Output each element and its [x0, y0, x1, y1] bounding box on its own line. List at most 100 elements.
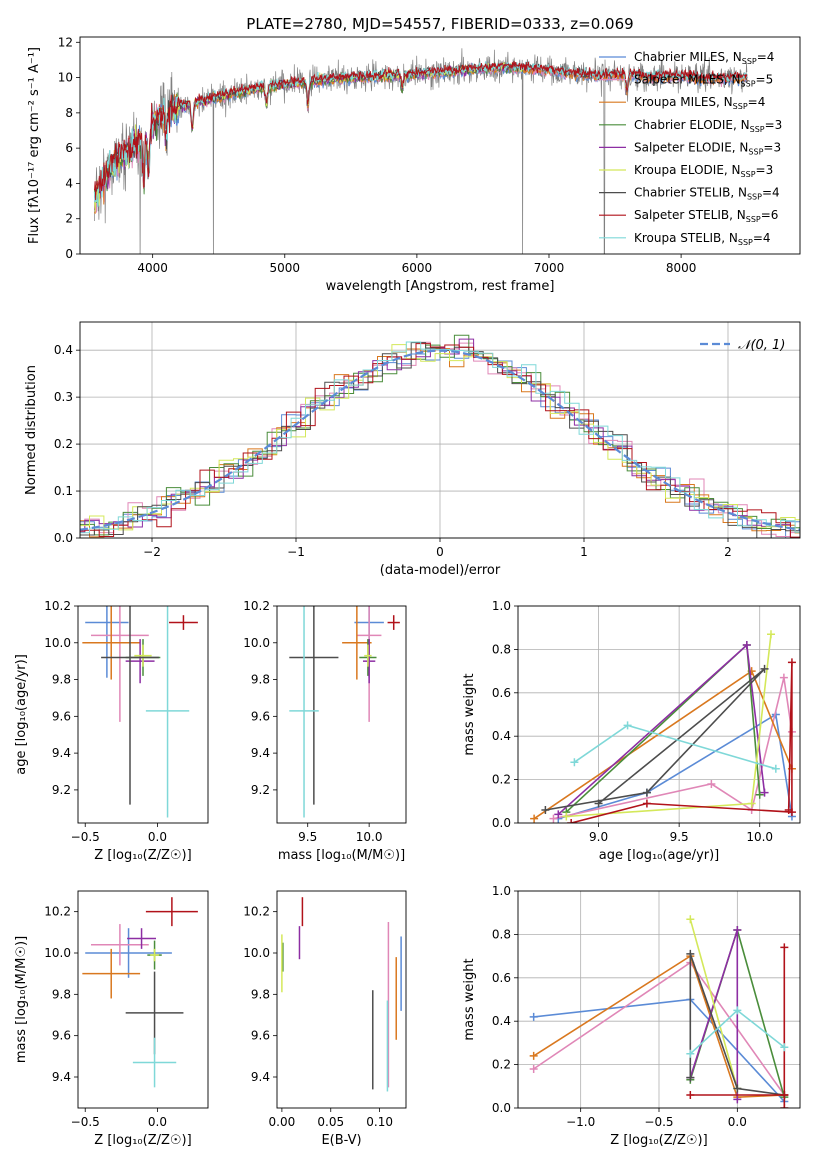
weight-line-kroupa-elodie — [689, 918, 739, 1089]
weight-marker-salpeter-stelib — [780, 943, 789, 952]
axes-frame — [77, 890, 209, 1109]
legend-label: Kroupa STELIB, NSSP=4 — [634, 231, 771, 247]
legend-label-text: Chabrier STELIB, N — [634, 186, 747, 200]
model-spectrum-chabrier-elodie — [94, 61, 524, 203]
y-tick-label: 9.6 — [251, 709, 270, 723]
y-tick-label: 0 — [65, 247, 73, 261]
legend-label-sub: SSP — [748, 147, 763, 156]
y-tick-label: 10 — [58, 71, 73, 85]
legend-label-suffix: =3 — [763, 140, 781, 154]
weight-marker-salpeter-elodie — [733, 926, 742, 935]
mass_vs_ebv-points — [281, 897, 402, 1092]
axes-frame — [276, 890, 407, 1109]
y-tick-label: 9.2 — [251, 783, 270, 797]
x-tick-label: 10.0 — [746, 830, 773, 844]
weight-marker-chabrier-stelib — [642, 788, 651, 797]
age_vs_mass-points — [289, 606, 400, 818]
x-tick-label: 8000 — [666, 261, 697, 275]
legend-label-sub: SSP — [742, 57, 757, 66]
weight-line-chabrier-stelib — [689, 953, 785, 1096]
weight-marker-salpeter-stelib — [642, 799, 651, 808]
y-axis-label: mass weight — [462, 958, 477, 1040]
mass_vs_Z-axes: −0.5 0.0 9.4 9.6 9.8 10.0 10.2 Z [log₁₀(Z/Z☉)] m… — [14, 905, 192, 1148]
legend-label-suffix: =3 — [756, 163, 774, 177]
y-axis-label: Flux [fλ10⁻¹⁷ erg cm⁻² s⁻¹ A⁻¹] — [27, 47, 42, 244]
x-axis-label: Z [log₁₀(Z/Z☉)] — [610, 1133, 707, 1148]
figure-title: PLATE=2780, MJD=54557, FIBERID=0333, z=0… — [246, 15, 633, 33]
age_vs_Z-points — [82, 606, 198, 818]
y-tick-label: 9.4 — [251, 746, 270, 760]
weight-marker-kroupa-stelib — [686, 1049, 695, 1058]
y-tick-label: 0.2 — [492, 773, 511, 787]
legend-label-sub: SSP — [733, 102, 748, 111]
y-axis-label: mass [log₁₀(M/M☉)] — [14, 936, 29, 1063]
y-tick-label: 9.6 — [251, 1029, 270, 1043]
y-tick-label: 0.0 — [54, 531, 73, 545]
y-tick-label: 9.4 — [52, 1070, 71, 1084]
legend-label-text: Chabrier MILES, N — [634, 50, 742, 64]
weight-marker-salpeter-stelib — [787, 658, 796, 667]
weight-marker-salpeter-stelib — [784, 805, 793, 814]
weight-marker-salpeter-elodie — [554, 810, 563, 819]
legend-label: Salpeter ELODIE, NSSP=3 — [634, 140, 781, 156]
histogram-kroupa-stelib — [80, 341, 800, 534]
legend-label-suffix: =4 — [762, 186, 780, 200]
x-tick-label: 2 — [724, 545, 732, 559]
axes-frame — [276, 605, 407, 824]
y-tick-label: 10.0 — [243, 636, 270, 650]
y-tick-label: 0.8 — [492, 642, 511, 656]
legend-label: Chabrier STELIB, NSSP=4 — [634, 186, 780, 202]
y-tick-label: 9.2 — [52, 783, 71, 797]
y-tick-label: 10.0 — [44, 946, 71, 960]
weight-marker-kroupa-elodie — [686, 915, 695, 924]
y-tick-label: 12 — [58, 35, 73, 49]
axes-frame — [517, 890, 801, 1109]
weight-line-salpeter-stelib — [690, 947, 786, 1108]
y-tick-label: 6 — [65, 141, 73, 155]
y-tick-label: 9.8 — [52, 673, 71, 687]
histogram-kroupa-miles — [80, 348, 800, 538]
x-tick-label: 0.05 — [317, 1115, 344, 1129]
x-axis-label: (data-model)/error — [380, 563, 501, 578]
y-tick-label: 0.8 — [492, 927, 511, 941]
weight-marker-kroupa-stelib — [733, 1006, 742, 1015]
x-axis-label: age [log₁₀(age/yr)] — [599, 848, 720, 863]
weight-marker-chabrier-stelib — [686, 949, 695, 958]
y-tick-label: 10.0 — [44, 636, 71, 650]
axes-frame — [517, 605, 801, 824]
y-tick-label: 10.2 — [243, 599, 270, 613]
legend-label-suffix: =4 — [757, 50, 775, 64]
legend-label-text: Kroupa ELODIE, N — [634, 163, 741, 177]
weight-marker-kroupa-miles — [529, 1051, 538, 1060]
weight-marker-salpeter-miles — [707, 779, 716, 788]
weight-marker-salpeter-elodie — [760, 788, 769, 797]
legend-label-suffix: =5 — [756, 73, 774, 87]
mass_vs_Z-points — [82, 897, 198, 1088]
legend-label-text: Salpeter MILES, N — [634, 73, 741, 87]
legend-label: Kroupa MILES, NSSP=4 — [634, 95, 765, 111]
legend-label-sub: SSP — [747, 193, 762, 202]
y-tick-label: 10.2 — [44, 905, 71, 919]
model-spectrum-salpeter-stelib — [94, 61, 748, 201]
y-tick-label: 0.0 — [492, 1101, 511, 1115]
y-tick-label: 10.2 — [243, 905, 270, 919]
weight-marker-kroupa-elodie — [747, 799, 756, 808]
legend-label: Salpeter MILES, NSSP=5 — [634, 73, 773, 89]
weight-marker-salpeter-stelib — [780, 1104, 789, 1108]
histogram-kroupa-elodie — [80, 344, 800, 531]
x-axis-label: wavelength [Angstrom, rest frame] — [326, 279, 555, 294]
y-axis-label: Normed distribution — [24, 365, 39, 495]
y-tick-label: 1.0 — [492, 599, 511, 613]
model-spectrum-salpeter-elodie — [94, 62, 524, 211]
x-axis-label: E(B-V) — [321, 1133, 361, 1148]
weight-marker-salpeter-miles — [779, 673, 788, 682]
y-tick-label: 0.6 — [492, 686, 511, 700]
x-tick-label: 10.0 — [356, 830, 383, 844]
y-tick-label: 9.6 — [52, 1029, 71, 1043]
legend-label-text: Salpeter ELODIE, N — [634, 140, 748, 154]
spectrum-axes: 4000 5000 6000 7000 8000 0 2 4 6 8 10 12 wavelength … — [27, 35, 696, 294]
x-tick-label: −0.5 — [71, 830, 100, 844]
weight-marker-chabrier-stelib — [733, 1084, 742, 1093]
